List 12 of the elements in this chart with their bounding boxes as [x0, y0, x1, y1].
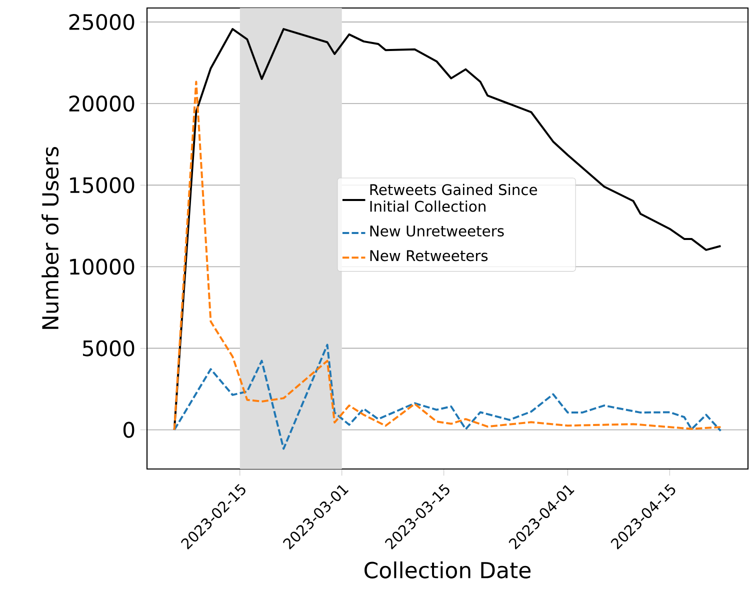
y-tick-label: 15000: [70, 177, 134, 194]
legend-label: Retweets Gained Since Initial Collection: [370, 184, 537, 212]
y-tick-label: 25000: [69, 14, 134, 30]
line-series: [173, 344, 722, 450]
y-axis-title: Number of Users: [42, 146, 59, 329]
legend-label: New Retweeters: [370, 250, 488, 262]
legend-label: New Unretweeters: [370, 226, 504, 237]
x-axis-title: Collection Date: [364, 561, 531, 578]
y-tick-label: 10000: [70, 258, 134, 275]
y-tick-label: 0: [123, 422, 134, 438]
y-tick-label: 20000: [69, 96, 134, 112]
y-tick-label: 5000: [82, 340, 134, 356]
